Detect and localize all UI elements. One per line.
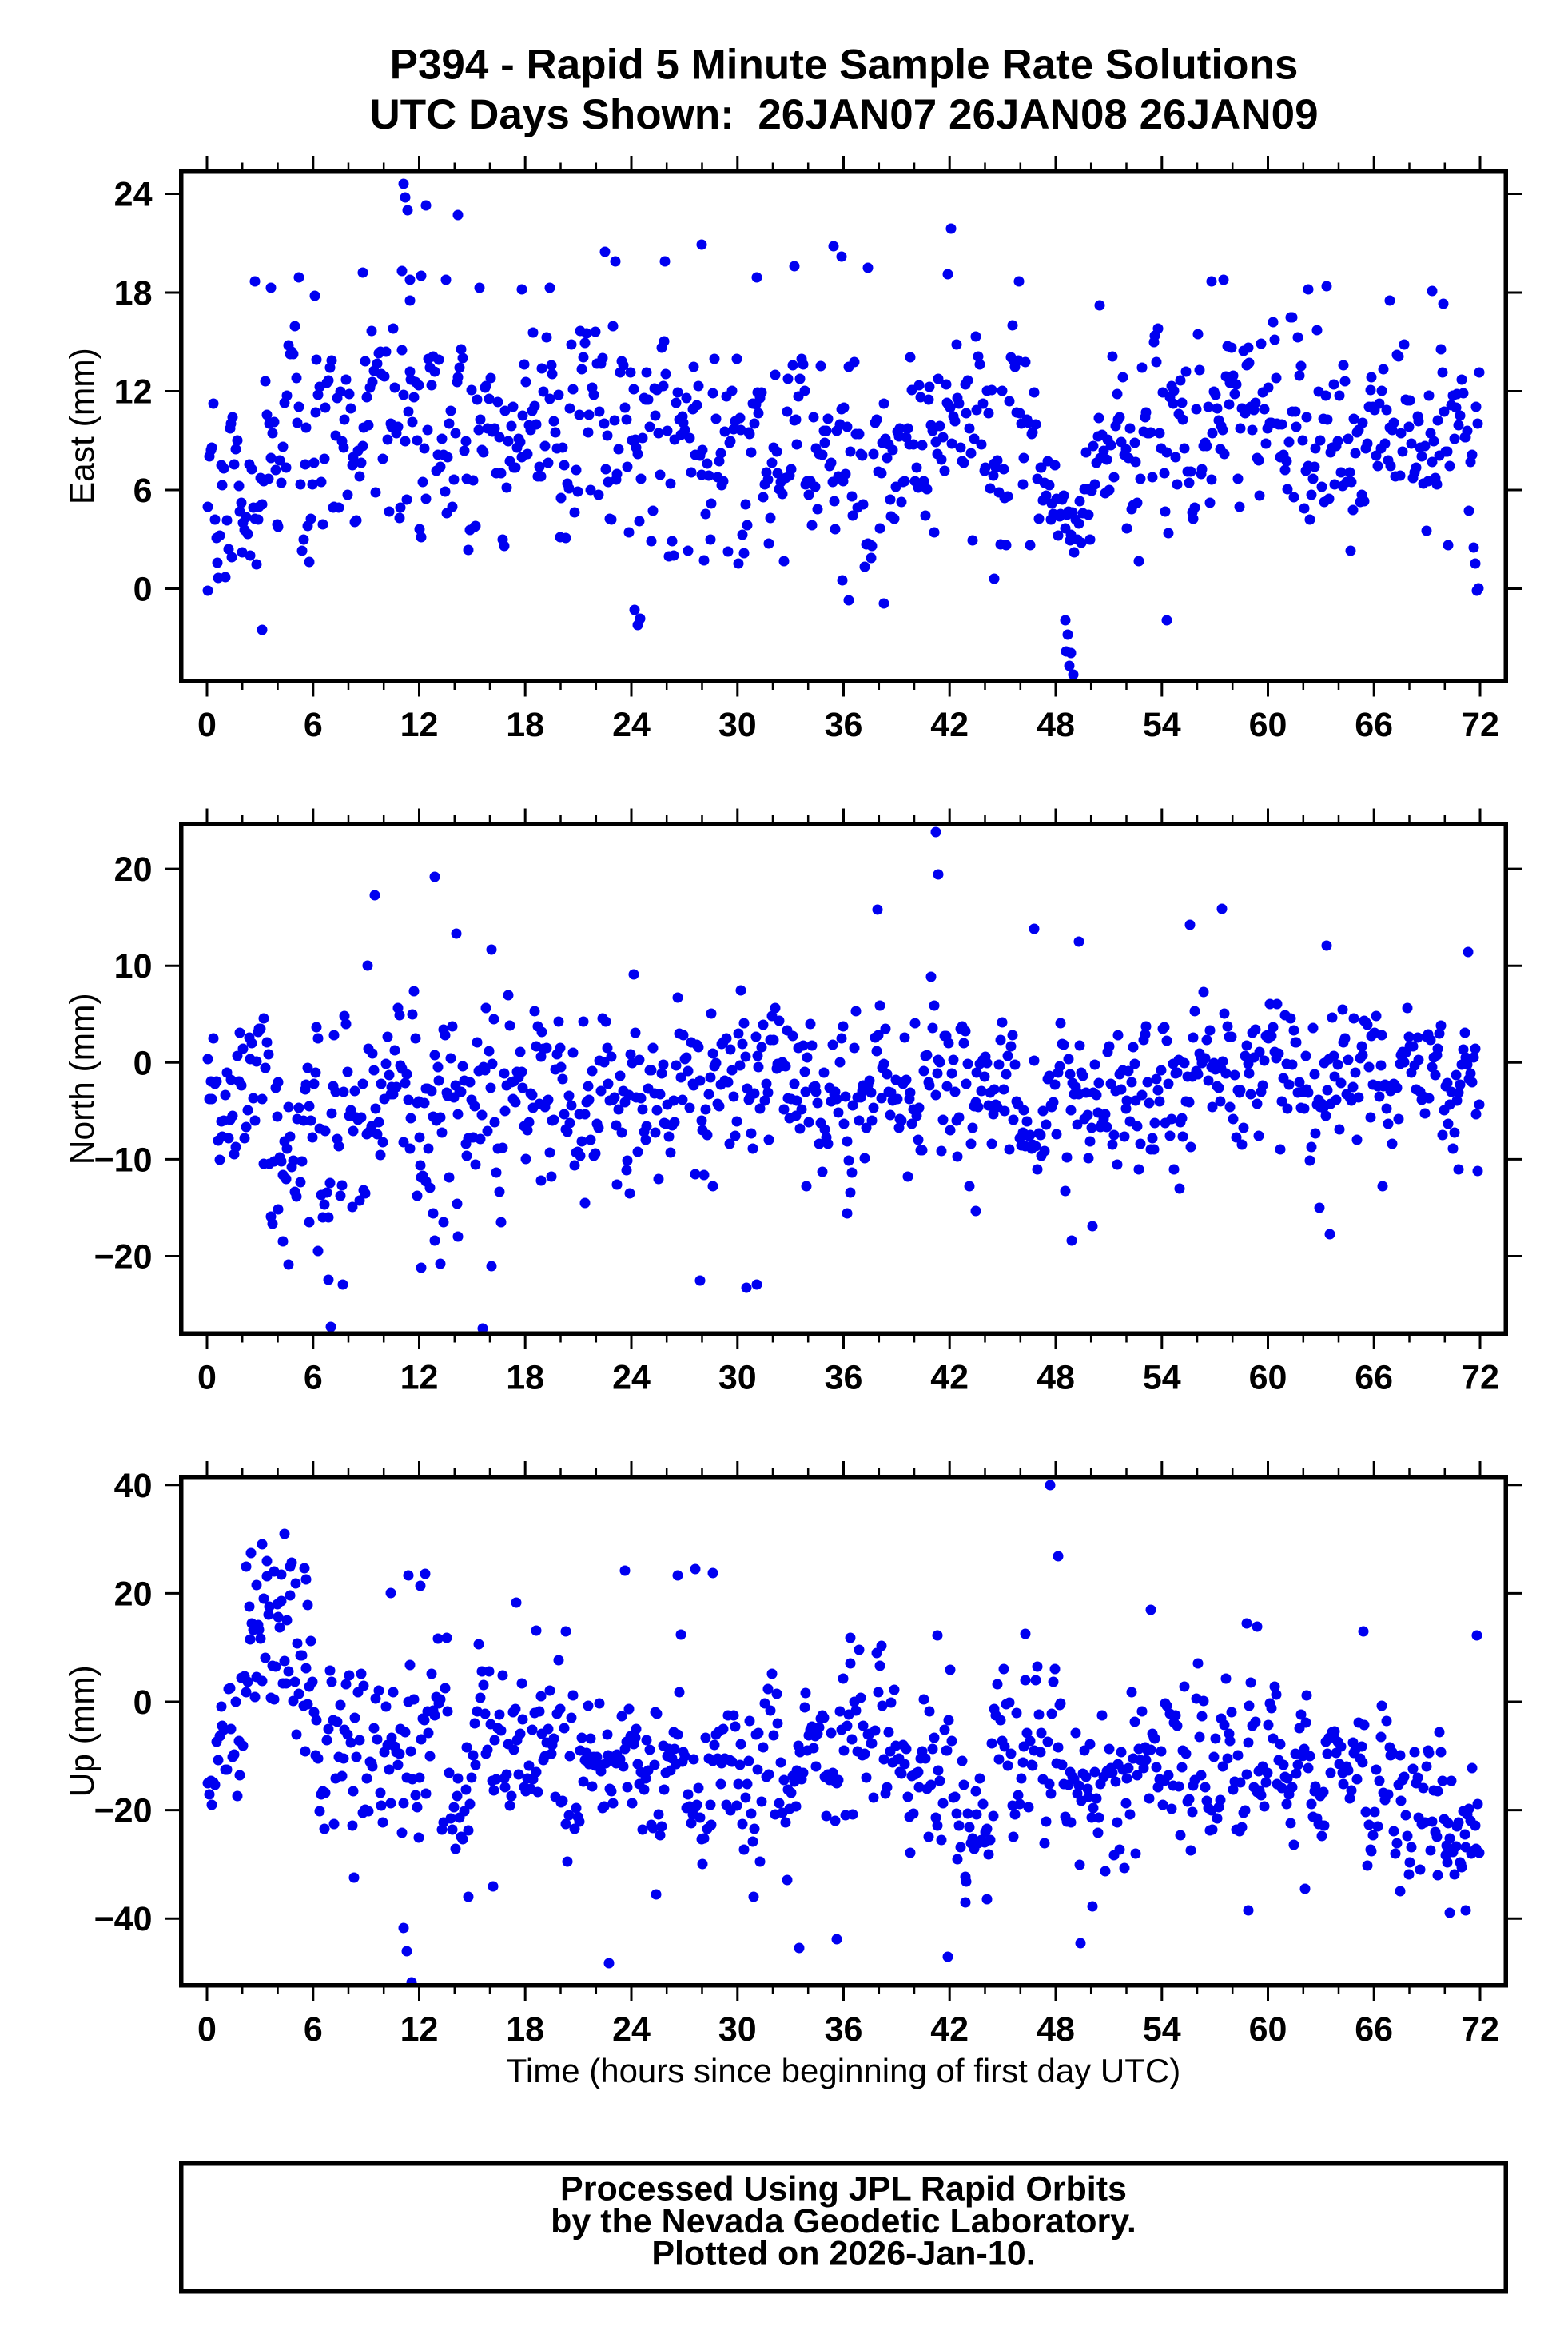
svg-text:54: 54	[1143, 2010, 1181, 2049]
svg-text:20: 20	[114, 1575, 153, 1613]
svg-text:Plotted on 2026-Jan-10.: Plotted on 2026-Jan-10.	[651, 2235, 1035, 2273]
svg-text:36: 36	[825, 1359, 863, 1397]
svg-text:UTC Days Shown: 26JAN07 26JAN: UTC Days Shown: 26JAN07 26JAN08 26JAN09	[369, 91, 1318, 138]
svg-text:18: 18	[114, 274, 153, 313]
svg-text:12: 12	[400, 2010, 439, 2049]
svg-text:0: 0	[197, 706, 217, 744]
svg-text:10: 10	[114, 947, 153, 986]
svg-text:72: 72	[1461, 2010, 1499, 2049]
svg-text:42: 42	[930, 2010, 969, 2049]
svg-text:30: 30	[718, 1359, 757, 1397]
svg-text:6: 6	[304, 706, 323, 744]
svg-text:42: 42	[930, 1359, 969, 1397]
svg-text:North (mm): North (mm)	[64, 993, 101, 1165]
svg-text:30: 30	[718, 706, 757, 744]
svg-text:0: 0	[133, 571, 153, 609]
svg-text:60: 60	[1249, 2010, 1287, 2049]
svg-text:6: 6	[304, 2010, 323, 2049]
svg-text:−20: −20	[94, 1238, 153, 1277]
svg-text:48: 48	[1037, 706, 1075, 744]
svg-text:66: 66	[1355, 2010, 1393, 2049]
svg-text:72: 72	[1461, 706, 1499, 744]
svg-text:66: 66	[1355, 1359, 1393, 1397]
svg-text:18: 18	[506, 706, 544, 744]
svg-text:12: 12	[400, 706, 439, 744]
svg-text:0: 0	[133, 1683, 153, 1722]
svg-text:40: 40	[114, 1467, 153, 1505]
svg-text:48: 48	[1037, 1359, 1075, 1397]
svg-text:East (mm): East (mm)	[64, 348, 101, 504]
svg-text:Up (mm): Up (mm)	[64, 1665, 101, 1797]
svg-text:by the Nevada Geodetic Laborat: by the Nevada Geodetic Laboratory.	[551, 2202, 1136, 2240]
svg-text:18: 18	[506, 2010, 544, 2049]
svg-text:30: 30	[718, 2010, 757, 2049]
svg-text:24: 24	[114, 176, 153, 214]
svg-text:6: 6	[304, 1359, 323, 1397]
svg-text:Time (hours since beginning of: Time (hours since beginning of first day…	[507, 2052, 1180, 2089]
svg-text:−40: −40	[94, 1900, 153, 1938]
svg-text:P394 - Rapid 5 Minute Sample R: P394 - Rapid 5 Minute Sample Rate Soluti…	[390, 42, 1299, 89]
svg-text:6: 6	[133, 472, 153, 510]
svg-text:0: 0	[197, 2010, 217, 2049]
svg-text:48: 48	[1037, 2010, 1075, 2049]
svg-text:60: 60	[1249, 1359, 1287, 1397]
svg-text:0: 0	[197, 1359, 217, 1397]
svg-text:36: 36	[825, 2010, 863, 2049]
svg-text:24: 24	[612, 2010, 651, 2049]
svg-text:−10: −10	[94, 1141, 153, 1179]
svg-text:24: 24	[612, 706, 651, 744]
svg-text:20: 20	[114, 850, 153, 889]
svg-text:36: 36	[825, 706, 863, 744]
svg-text:0: 0	[133, 1044, 153, 1082]
svg-text:12: 12	[400, 1359, 439, 1397]
svg-text:60: 60	[1249, 706, 1287, 744]
svg-text:72: 72	[1461, 1359, 1499, 1397]
svg-text:−20: −20	[94, 1792, 153, 1830]
svg-text:66: 66	[1355, 706, 1393, 744]
svg-text:24: 24	[612, 1359, 651, 1397]
svg-text:54: 54	[1143, 706, 1181, 744]
svg-text:Processed Using JPL Rapid Orbi: Processed Using JPL Rapid Orbits	[560, 2170, 1127, 2209]
svg-text:42: 42	[930, 706, 969, 744]
svg-text:54: 54	[1143, 1359, 1181, 1397]
svg-text:18: 18	[506, 1359, 544, 1397]
svg-text:12: 12	[114, 373, 153, 412]
